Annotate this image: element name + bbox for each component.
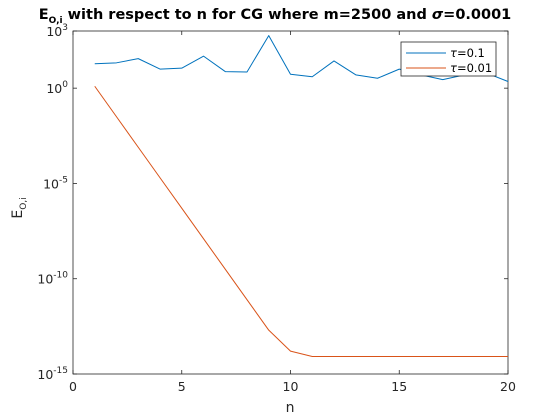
y-tick-exponent: -5	[59, 175, 68, 185]
legend-label-0: τ=0.1	[450, 46, 485, 60]
y-tick-base: 10	[46, 24, 62, 39]
title-prefix: E	[39, 7, 49, 23]
y-axis-label-main: E	[10, 210, 26, 219]
title-prefix-sub: O,i	[49, 16, 63, 26]
legend-label-1: τ=0.01	[450, 61, 492, 75]
x-ticks: 0 5 10 15 20	[69, 31, 516, 394]
series-lines	[94, 35, 509, 357]
y-axis-label-sub: O,i	[19, 197, 29, 209]
legend-label-1-value: =0.01	[457, 61, 492, 75]
y-tick-label: 100	[46, 80, 68, 96]
x-tick-label: 0	[69, 379, 77, 394]
y-axis-label: EO,i	[10, 197, 29, 218]
y-tick-exponent: -15	[53, 366, 68, 376]
series-line-1	[94, 85, 508, 357]
x-tick-label: 5	[178, 379, 186, 394]
y-tick-exponent: 3	[62, 23, 68, 33]
y-tick-base: 10	[43, 176, 59, 191]
x-tick-label: 20	[500, 379, 516, 394]
y-tick-exponent: -10	[53, 271, 68, 281]
chart-title: EO,i with respect to n for CG where m=25…	[39, 7, 512, 26]
legend-label-0-value: =0.1	[457, 46, 485, 60]
x-axis-label: n	[286, 400, 295, 416]
x-tick-label: 10	[283, 379, 299, 394]
y-tick-base: 10	[46, 81, 62, 96]
series-line-0	[94, 35, 509, 82]
y-tick-label: 10-15	[37, 366, 68, 382]
y-tick-label: 103	[46, 23, 68, 39]
legend-label-1-symbol: τ	[450, 61, 457, 75]
legend-box	[400, 41, 497, 77]
y-tick-label: 10-10	[37, 271, 68, 287]
y-tick-base: 10	[37, 367, 53, 382]
x-tick-label: 15	[391, 379, 407, 394]
y-tick-exponent: 0	[62, 80, 68, 90]
legend-label-0-symbol: τ	[450, 46, 457, 60]
y-tick-base: 10	[37, 272, 53, 287]
plot-area	[72, 30, 509, 375]
legend: τ=0.1 τ=0.01	[400, 41, 497, 77]
y-tick-label: 10-5	[43, 175, 68, 191]
title-middle: with respect to n for CG where m=2500 an…	[63, 7, 432, 23]
title-sigma: σ	[432, 7, 444, 23]
title-suffix: =0.0001	[443, 7, 511, 23]
